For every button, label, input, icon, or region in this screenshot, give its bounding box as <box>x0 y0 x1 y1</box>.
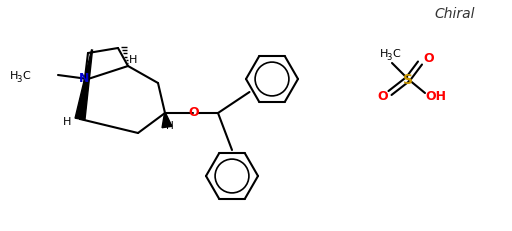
Text: O: O <box>378 89 388 102</box>
Text: OH: OH <box>425 89 446 102</box>
Text: C: C <box>22 71 30 81</box>
Text: O: O <box>189 106 199 119</box>
Text: N: N <box>79 72 89 85</box>
Text: 3: 3 <box>16 74 22 83</box>
Text: H: H <box>380 49 389 59</box>
Text: H: H <box>10 71 18 81</box>
Text: C: C <box>392 49 400 59</box>
Polygon shape <box>162 113 172 128</box>
Polygon shape <box>75 51 93 120</box>
Text: 3: 3 <box>386 52 391 61</box>
Text: Chiral: Chiral <box>435 7 475 21</box>
Text: H: H <box>166 121 174 131</box>
Text: O: O <box>424 51 434 64</box>
Text: S: S <box>403 73 413 87</box>
Text: H: H <box>63 116 71 126</box>
Text: H: H <box>129 55 137 65</box>
